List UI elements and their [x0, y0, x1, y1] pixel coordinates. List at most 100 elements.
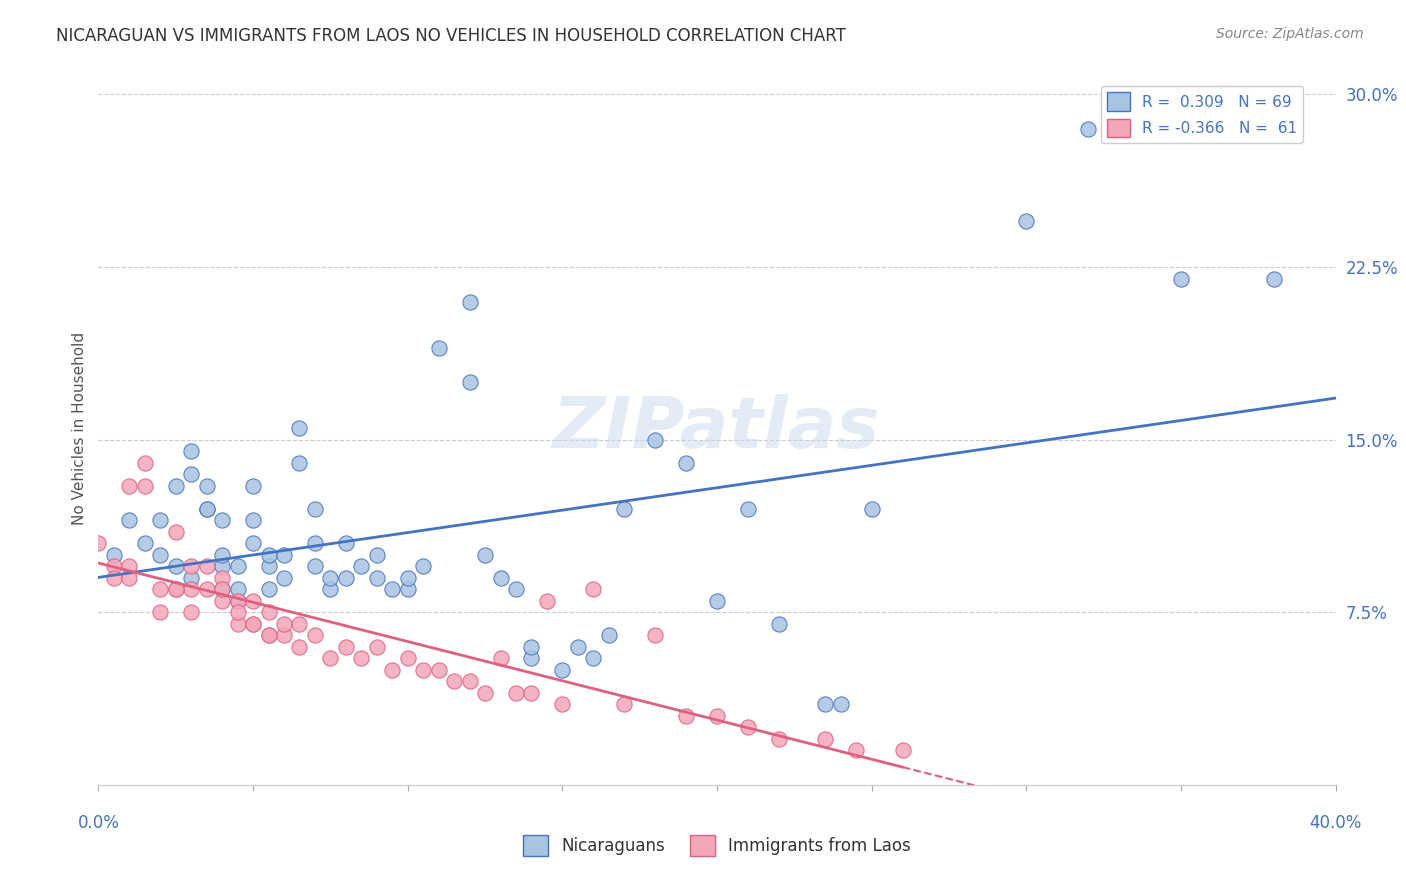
Point	[582, 651, 605, 665]
Point	[536, 594, 558, 608]
Point	[304, 536, 326, 550]
Point	[103, 559, 125, 574]
Point	[103, 548, 125, 562]
Point	[149, 513, 172, 527]
Point	[180, 444, 202, 458]
Point	[226, 594, 249, 608]
Point	[396, 651, 419, 665]
Point	[211, 548, 233, 562]
Point	[134, 536, 156, 550]
Point	[226, 559, 249, 574]
Point	[180, 559, 202, 574]
Point	[613, 698, 636, 712]
Point	[165, 479, 187, 493]
Point	[474, 686, 496, 700]
Point	[737, 501, 759, 516]
Legend: Nicaraguans, Immigrants from Laos: Nicaraguans, Immigrants from Laos	[516, 829, 918, 863]
Point	[118, 559, 141, 574]
Point	[165, 582, 187, 597]
Point	[211, 559, 233, 574]
Point	[350, 651, 373, 665]
Point	[489, 651, 512, 665]
Text: 0.0%: 0.0%	[77, 814, 120, 831]
Point	[242, 513, 264, 527]
Point	[474, 548, 496, 562]
Point	[396, 582, 419, 597]
Point	[226, 594, 249, 608]
Point	[195, 479, 218, 493]
Point	[319, 651, 342, 665]
Point	[257, 628, 280, 642]
Point	[304, 501, 326, 516]
Point	[675, 456, 697, 470]
Point	[598, 628, 620, 642]
Point	[149, 582, 172, 597]
Point	[768, 731, 790, 746]
Point	[134, 479, 156, 493]
Point	[458, 294, 481, 309]
Point	[134, 456, 156, 470]
Point	[520, 686, 543, 700]
Point	[211, 571, 233, 585]
Point	[412, 559, 434, 574]
Point	[675, 709, 697, 723]
Point	[350, 559, 373, 574]
Point	[582, 582, 605, 597]
Point	[845, 743, 868, 757]
Point	[242, 616, 264, 631]
Point	[335, 640, 357, 654]
Text: Source: ZipAtlas.com: Source: ZipAtlas.com	[1216, 27, 1364, 41]
Point	[118, 571, 141, 585]
Point	[505, 582, 527, 597]
Point	[381, 582, 404, 597]
Point	[180, 605, 202, 619]
Point	[520, 651, 543, 665]
Point	[366, 640, 388, 654]
Point	[814, 698, 837, 712]
Point	[149, 548, 172, 562]
Text: 40.0%: 40.0%	[1309, 814, 1362, 831]
Point	[366, 548, 388, 562]
Point	[489, 571, 512, 585]
Y-axis label: No Vehicles in Household: No Vehicles in Household	[72, 332, 87, 524]
Point	[87, 536, 110, 550]
Point	[768, 616, 790, 631]
Point	[242, 479, 264, 493]
Point	[257, 605, 280, 619]
Point	[319, 571, 342, 585]
Point	[118, 513, 141, 527]
Point	[257, 628, 280, 642]
Point	[412, 663, 434, 677]
Point	[304, 628, 326, 642]
Point	[226, 605, 249, 619]
Point	[211, 513, 233, 527]
Point	[211, 582, 233, 597]
Point	[165, 582, 187, 597]
Point	[288, 616, 311, 631]
Point	[180, 571, 202, 585]
Point	[706, 709, 728, 723]
Point	[242, 616, 264, 631]
Point	[211, 594, 233, 608]
Point	[273, 628, 295, 642]
Point	[288, 421, 311, 435]
Point	[427, 341, 450, 355]
Point	[520, 640, 543, 654]
Point	[149, 605, 172, 619]
Point	[165, 559, 187, 574]
Point	[381, 663, 404, 677]
Point	[118, 479, 141, 493]
Point	[257, 559, 280, 574]
Point	[195, 501, 218, 516]
Point	[180, 582, 202, 597]
Point	[551, 663, 574, 677]
Point	[737, 720, 759, 734]
Point	[891, 743, 914, 757]
Point	[551, 698, 574, 712]
Point	[505, 686, 527, 700]
Point	[273, 548, 295, 562]
Point	[288, 456, 311, 470]
Point	[335, 536, 357, 550]
Point	[396, 571, 419, 585]
Point	[257, 582, 280, 597]
